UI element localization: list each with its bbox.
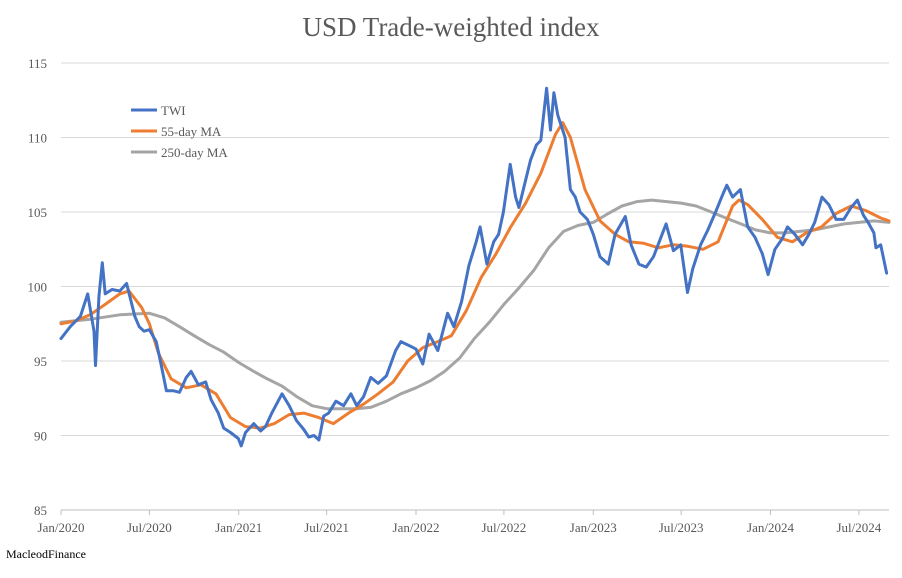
x-tick-label: Jan/2020 bbox=[38, 520, 85, 535]
source-credit: MacleodFinance bbox=[6, 547, 86, 561]
y-tick-label: 95 bbox=[34, 354, 47, 369]
y-tick-label: 105 bbox=[28, 205, 48, 220]
legend-label: 55-day MA bbox=[161, 124, 222, 139]
y-tick-label: 85 bbox=[34, 503, 47, 518]
y-tick-label: 100 bbox=[28, 280, 48, 295]
x-tick-label: Jul/2024 bbox=[836, 520, 881, 535]
x-tick-label: Jan/2023 bbox=[570, 520, 617, 535]
chart-title: USD Trade-weighted index bbox=[302, 12, 600, 42]
y-tick-label: 115 bbox=[28, 56, 47, 71]
x-tick-label: Jan/2022 bbox=[393, 520, 440, 535]
series-line-twi bbox=[59, 86, 889, 448]
series-line-55-day-ma bbox=[59, 121, 891, 430]
x-tick-label: Jan/2021 bbox=[215, 520, 262, 535]
x-tick-label: Jan/2024 bbox=[747, 520, 794, 535]
x-tick-label: Jul/2021 bbox=[304, 520, 349, 535]
legend-label: 250-day MA bbox=[161, 145, 228, 160]
x-tick-label: Jul/2020 bbox=[127, 520, 172, 535]
y-tick-label: 110 bbox=[28, 131, 47, 146]
series-line-250-day-ma bbox=[59, 198, 891, 411]
x-tick-label: Jul/2022 bbox=[481, 520, 526, 535]
x-tick-label: Jul/2023 bbox=[659, 520, 704, 535]
legend-label: TWI bbox=[161, 103, 186, 118]
y-tick-label: 90 bbox=[34, 429, 47, 444]
